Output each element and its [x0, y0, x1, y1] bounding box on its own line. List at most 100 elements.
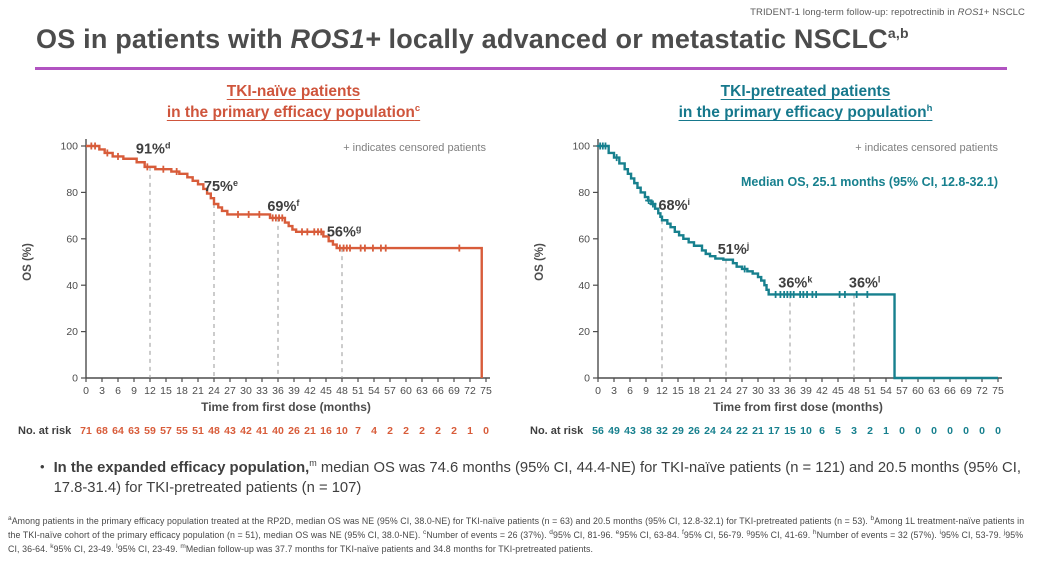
footnote-marker: l [116, 543, 118, 551]
censored-note: + indicates censored patients [855, 142, 998, 154]
footnote-marker: g [746, 529, 751, 537]
at-risk-value: 68 [96, 425, 108, 437]
km-curve [86, 144, 483, 378]
x-tick-label: 0 [83, 385, 89, 397]
km-annotations: 68%i 51%j 36%k 36%l [658, 197, 880, 292]
y-tick-label: 80 [578, 187, 590, 199]
footnote-marker: k [50, 543, 54, 551]
x-tick-label: 24 [720, 385, 732, 397]
at-risk-value: 0 [947, 425, 953, 437]
footnote-marker: h [812, 529, 817, 537]
at-risk-value: 10 [800, 425, 812, 437]
x-tick-label: 30 [240, 385, 252, 397]
at-risk-value: 2 [419, 425, 425, 437]
x-tick-label: 72 [976, 385, 988, 397]
x-tick-label: 39 [800, 385, 812, 397]
at-risk-value: 63 [128, 425, 140, 437]
x-tick-label: 27 [224, 385, 236, 397]
x-axis-title: Time from first dose (months) [713, 400, 883, 414]
y-tick-label: 60 [66, 233, 78, 245]
dashed-reference-lines [149, 166, 343, 378]
heading-tki-naive-line2: in the primary efficacy population [166, 104, 415, 122]
at-risk-value: 0 [931, 425, 937, 437]
charts-container: TKI-naïve patients in the primary efficac… [16, 82, 1033, 451]
censor-marks [596, 142, 871, 298]
at-risk-value: 26 [288, 425, 300, 437]
bullet-footnote-marker: m [309, 458, 317, 468]
x-tick-label: 60 [400, 385, 412, 397]
at-risk-value: 24 [704, 425, 716, 437]
panel-tki-pretreated: TKI-pretreated patients in the primary ef… [528, 82, 1033, 451]
at-risk-value: 1 [883, 425, 889, 437]
x-tick-label: 75 [992, 385, 1004, 397]
x-tick-label: 27 [736, 385, 748, 397]
at-risk-value: 10 [336, 425, 348, 437]
at-risk-value: 43 [624, 425, 636, 437]
at-risk-value: 32 [656, 425, 668, 437]
x-tick-label: 33 [768, 385, 780, 397]
x-tick-label: 42 [304, 385, 316, 397]
at-risk-value: 51 [192, 425, 204, 437]
at-risk-value: 43 [224, 425, 236, 437]
landmark-annotation: 51%j [718, 241, 750, 258]
at-risk-value: 21 [752, 425, 764, 437]
x-tick-label: 66 [944, 385, 956, 397]
bullet-text: In the expanded efficacy population,m me… [54, 457, 1022, 499]
at-risk-value: 55 [176, 425, 188, 437]
at-risk-value: 2 [387, 425, 393, 437]
at-risk-value: 0 [995, 425, 1001, 437]
at-risk-value: 0 [915, 425, 921, 437]
at-risk-value: 16 [320, 425, 332, 437]
x-tick-label: 45 [320, 385, 332, 397]
x-tick-label: 66 [432, 385, 444, 397]
at-risk-value: 48 [208, 425, 220, 437]
footnote-marker: m [180, 543, 186, 551]
at-risk-value: 24 [720, 425, 732, 437]
x-tick-label: 51 [864, 385, 876, 397]
x-tick-label: 12 [144, 385, 156, 397]
footnote-marker: j [1003, 529, 1006, 537]
at-risk-row: No. at risk 71 68 64 63 59 57 55 51 48 43 42 41 40 26 2… [18, 425, 489, 437]
footnote-marker: e [615, 529, 620, 537]
at-risk-row: No. at risk 56 49 43 38 32 29 26 24 24 22 21 17 15 10 6… [530, 425, 1001, 437]
x-tick-label: 54 [880, 385, 892, 397]
title-text: OS in patients with [36, 24, 291, 54]
footnote-marker: b [870, 515, 875, 523]
key-finding-bullet: • In the expanded efficacy population,m … [40, 457, 1022, 499]
x-tick-label: 45 [832, 385, 844, 397]
at-risk-value: 0 [483, 425, 489, 437]
footnote-marker: d [549, 529, 553, 537]
footnote-marker: c [422, 529, 427, 537]
page-title: OS in patients with ROS1+ locally advanc… [36, 24, 1011, 55]
km-annotations: 91%d 75%e 69%f 56%g [136, 140, 361, 240]
bullet-bold-phrase: In the expanded efficacy population, [53, 459, 310, 476]
landmark-annotation: 91%d [136, 140, 171, 157]
x-tick-label: 57 [896, 385, 908, 397]
censor-marks [87, 142, 463, 252]
at-risk-value: 42 [240, 425, 252, 437]
x-tick-label: 15 [160, 385, 172, 397]
at-risk-value: 2 [435, 425, 441, 437]
landmark-annotation: 36%k [778, 275, 813, 292]
x-tick-label: 48 [848, 385, 860, 397]
median-os-label: Median OS, 25.1 months (95% CI, 12.8-32.… [741, 175, 998, 189]
x-tick-label: 21 [192, 385, 204, 397]
x-tick-label: 33 [256, 385, 268, 397]
x-tick-label: 18 [688, 385, 700, 397]
y-axis-title: OS (%) [22, 243, 34, 281]
y-tick-label: 40 [578, 280, 590, 292]
x-tick-label: 3 [99, 385, 105, 397]
at-risk-value: 38 [640, 425, 652, 437]
running-header-text: TRIDENT-1 long-term follow-up: repotrect… [750, 7, 958, 18]
y-tick-label: 0 [584, 373, 590, 385]
landmark-annotation: 75%e [204, 178, 238, 195]
x-tick-label: 9 [131, 385, 137, 397]
x-tick-label: 69 [448, 385, 460, 397]
heading-tki-pretreated-line1: TKI-pretreated patients [720, 83, 891, 100]
x-tick-label: 3 [611, 385, 617, 397]
at-risk-value: 3 [851, 425, 857, 437]
x-tick-label: 6 [627, 385, 633, 397]
y-tick-label: 80 [66, 187, 78, 199]
